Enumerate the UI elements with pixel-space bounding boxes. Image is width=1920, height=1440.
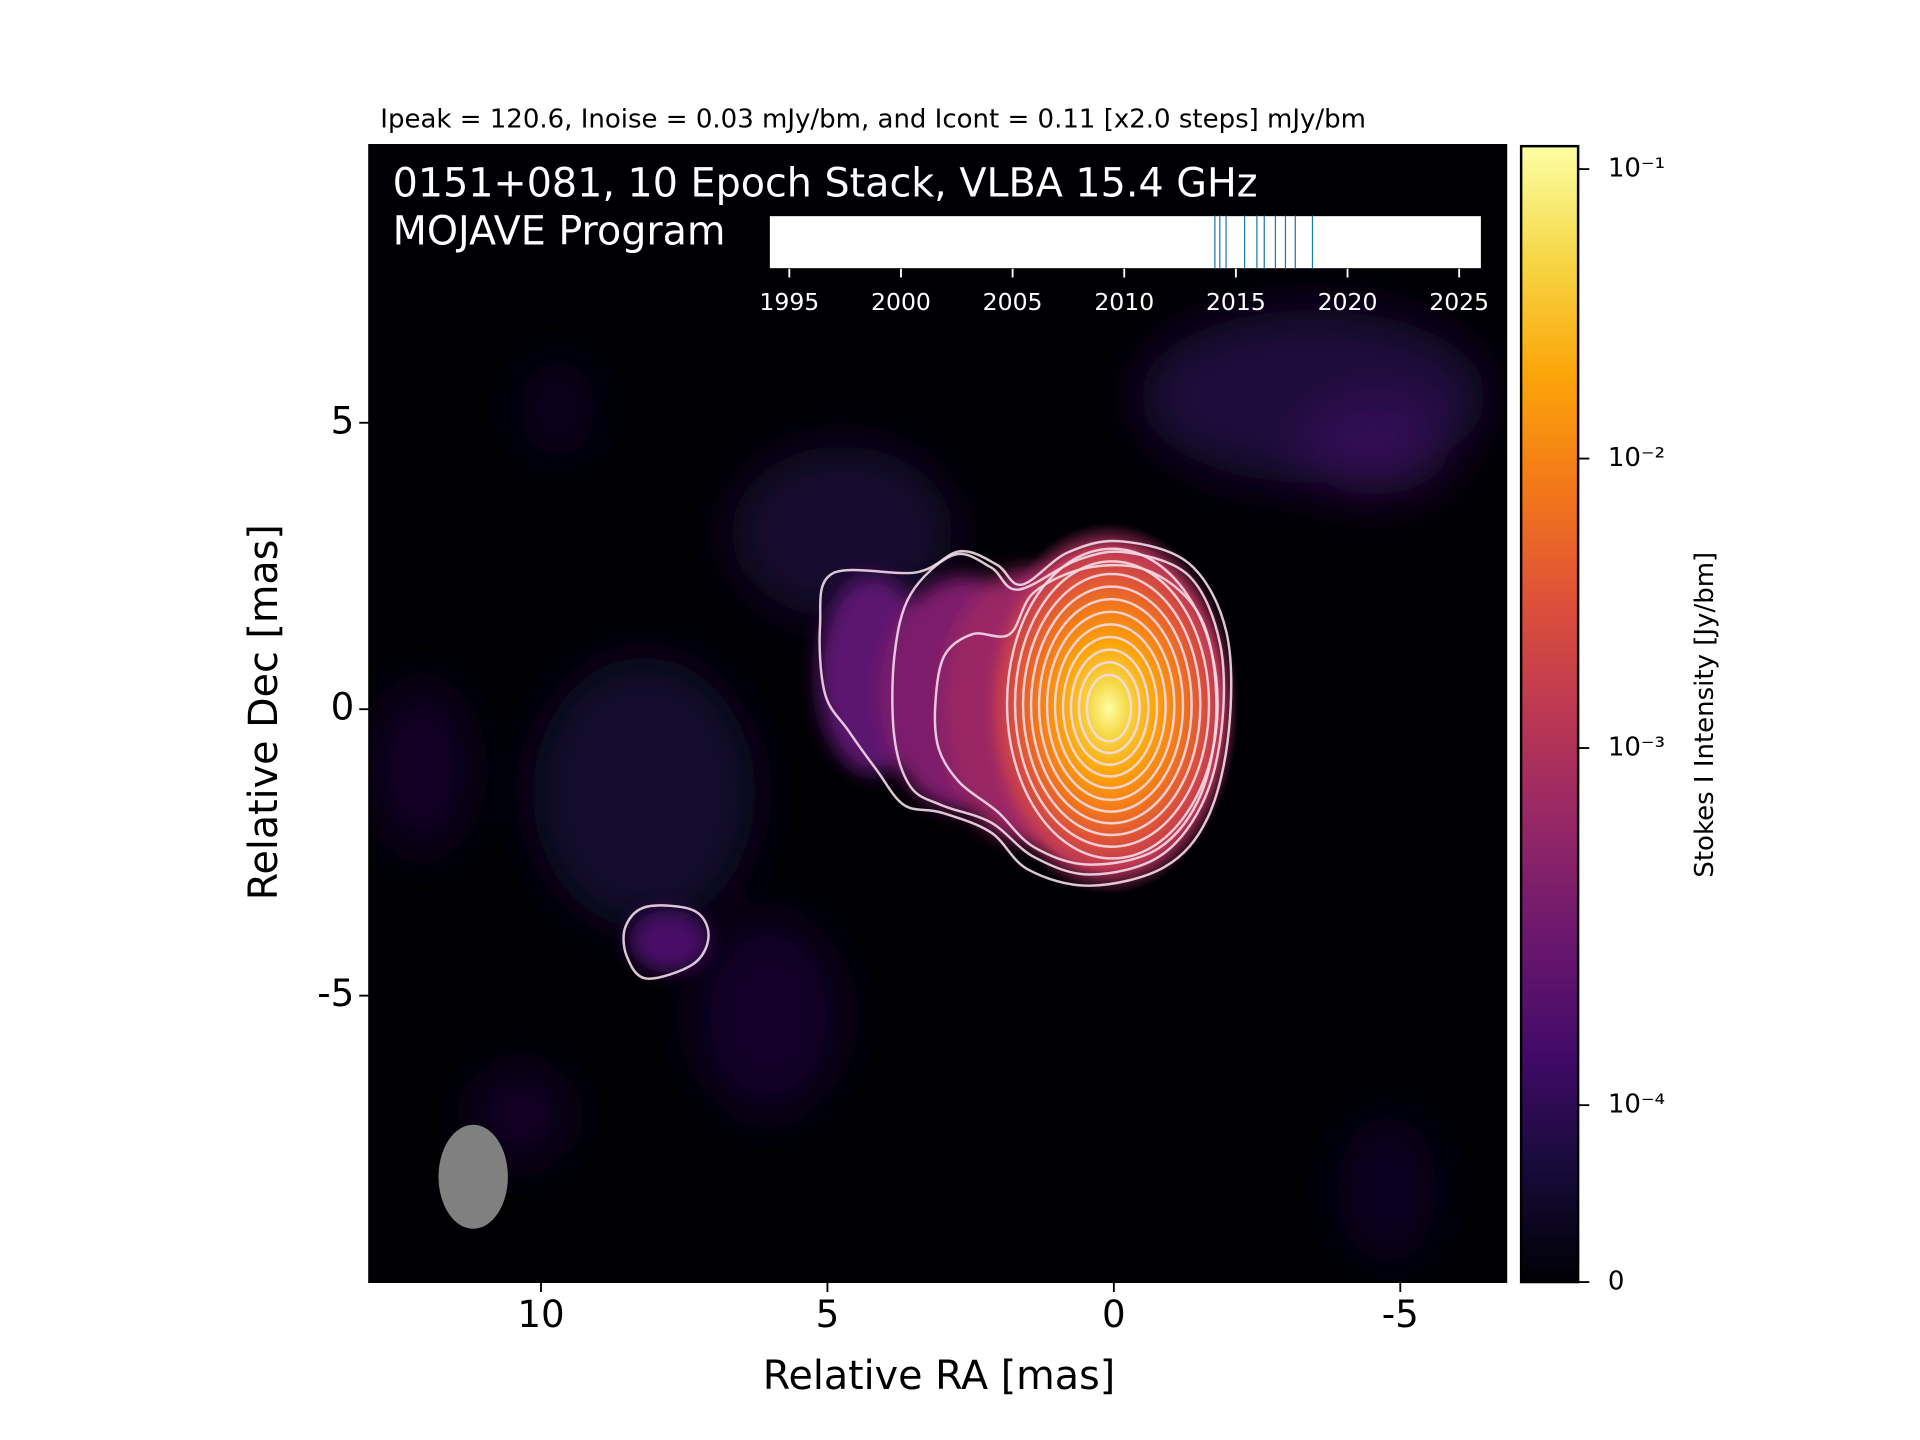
y-tick-label: 0 xyxy=(331,686,355,729)
contour xyxy=(1021,572,1202,837)
y-axis-label: Relative Dec [mas] xyxy=(241,524,287,900)
contour xyxy=(1005,547,1219,860)
contour xyxy=(1045,610,1176,802)
colorbar-tick-label: 10⁻¹ xyxy=(1608,154,1665,184)
contour xyxy=(1013,560,1211,848)
colorbar xyxy=(1519,144,1580,1284)
x-tick-label: -5 xyxy=(1382,1293,1419,1336)
x-tick-label: 10 xyxy=(517,1293,564,1336)
epoch-tick-label: 2010 xyxy=(1094,288,1154,316)
contour xyxy=(1077,661,1141,755)
core xyxy=(978,522,1239,895)
title: Ipeak = 120.6, Inoise = 0.03 mJy/bm, and… xyxy=(380,105,1366,135)
frame xyxy=(368,144,1508,1283)
contour xyxy=(1029,585,1193,825)
epoch-tick-label: 2000 xyxy=(871,288,931,316)
image xyxy=(369,144,1507,1283)
epoch-tick-label: 1995 xyxy=(759,288,819,316)
contour xyxy=(1069,648,1150,766)
haze xyxy=(371,309,1487,1264)
epoch-timeline xyxy=(768,214,1483,270)
x-axis-label: Relative RA [mas] xyxy=(763,1353,1115,1399)
contour xyxy=(1053,623,1167,790)
beam xyxy=(438,1124,508,1229)
contour xyxy=(622,904,710,980)
epoch-tick-label: 2015 xyxy=(1206,288,1266,316)
y-tick-label: 5 xyxy=(331,399,355,442)
contour xyxy=(1037,597,1185,813)
x-tick-label: 5 xyxy=(816,1293,840,1336)
colorbar-tick-label: 0 xyxy=(1608,1267,1625,1297)
source-label: 0151+081, 10 Epoch Stack, VLBA 15.4 GHz xyxy=(393,160,1258,206)
contours xyxy=(622,539,1233,980)
contour xyxy=(818,539,1233,887)
colorbar-label: Stokes I Intensity [Jy/bm] xyxy=(1690,552,1720,878)
contour xyxy=(1061,635,1159,778)
epoch-tick-label: 2025 xyxy=(1429,288,1489,316)
colorbar-tick-label: 10⁻² xyxy=(1608,443,1665,473)
colorbar-tick-label: 10⁻³ xyxy=(1608,733,1665,763)
epoch-tick-label: 2005 xyxy=(983,288,1043,316)
contour xyxy=(891,550,1226,876)
source-label: MOJAVE Program xyxy=(393,209,726,255)
colorbar-tick-label: 10⁻⁴ xyxy=(1608,1090,1665,1120)
x-tick-label: 0 xyxy=(1102,1293,1126,1336)
contour xyxy=(1085,673,1133,743)
epoch-tick-label: 2020 xyxy=(1318,288,1378,316)
y-tick-label: -5 xyxy=(317,972,354,1015)
